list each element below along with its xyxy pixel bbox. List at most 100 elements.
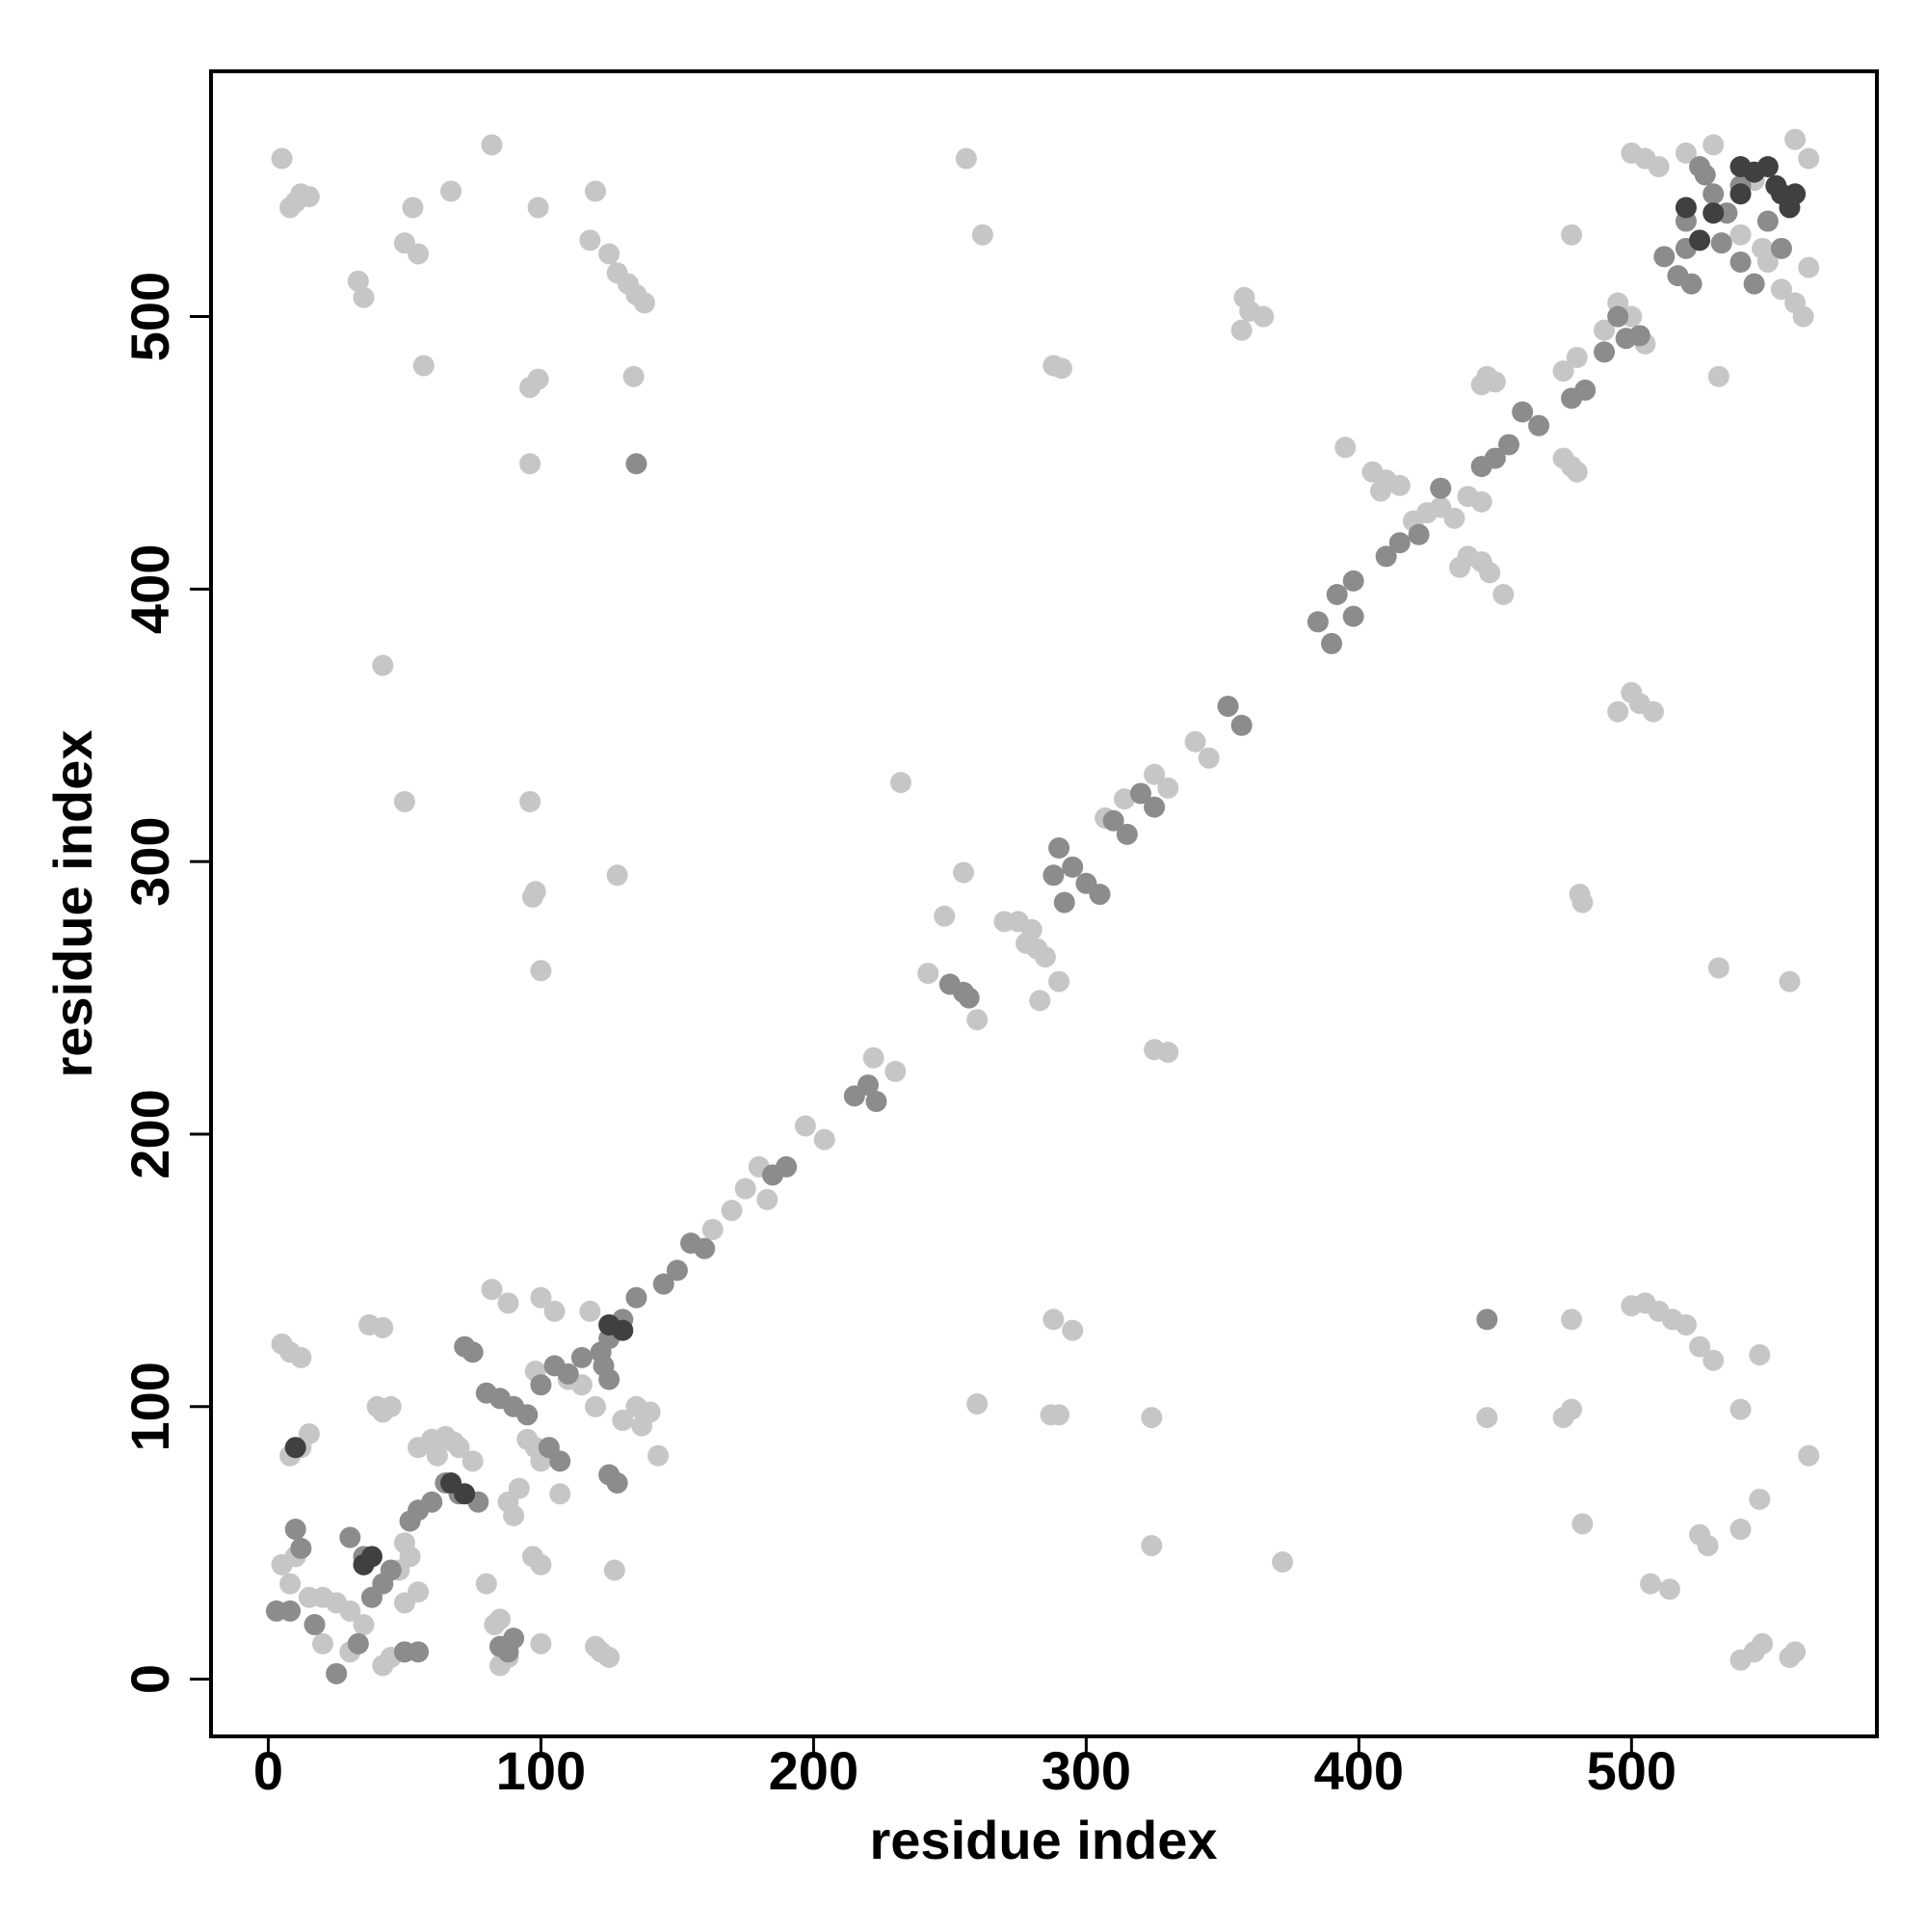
point bbox=[721, 1200, 743, 1222]
point bbox=[1326, 584, 1348, 606]
point bbox=[579, 1300, 601, 1322]
x-tick-label: 500 bbox=[1587, 1740, 1676, 1801]
point bbox=[1184, 730, 1206, 753]
plot-marks bbox=[265, 128, 1820, 1684]
point bbox=[606, 1471, 628, 1494]
point bbox=[1798, 1444, 1820, 1467]
point bbox=[1707, 365, 1729, 387]
point bbox=[1594, 341, 1616, 363]
point bbox=[884, 1060, 907, 1082]
x-tick-label: 0 bbox=[253, 1740, 283, 1801]
point bbox=[393, 790, 415, 812]
point bbox=[399, 1510, 421, 1532]
point bbox=[1388, 532, 1411, 554]
point bbox=[680, 1232, 702, 1255]
point bbox=[290, 1346, 312, 1368]
point bbox=[448, 1437, 470, 1459]
point bbox=[1779, 970, 1801, 992]
point bbox=[794, 1115, 816, 1137]
point bbox=[1571, 1513, 1594, 1535]
point bbox=[312, 1632, 334, 1654]
point bbox=[1198, 747, 1220, 769]
point bbox=[353, 286, 375, 308]
point bbox=[1048, 1404, 1070, 1426]
point bbox=[1697, 1535, 1719, 1557]
point bbox=[543, 1300, 566, 1322]
point bbox=[1043, 864, 1065, 887]
point bbox=[530, 960, 552, 982]
point bbox=[304, 1614, 326, 1636]
point bbox=[598, 243, 620, 265]
point bbox=[1144, 1039, 1166, 1061]
point bbox=[862, 1046, 884, 1069]
x-axis-label: residue index bbox=[869, 1810, 1217, 1870]
point bbox=[1566, 346, 1588, 368]
point bbox=[1648, 155, 1670, 177]
point bbox=[353, 1614, 375, 1636]
point bbox=[1053, 891, 1075, 913]
point bbox=[1675, 1313, 1697, 1336]
point bbox=[1129, 782, 1151, 805]
point bbox=[1375, 545, 1397, 568]
point bbox=[271, 1553, 293, 1575]
point bbox=[298, 1423, 320, 1445]
point bbox=[530, 1374, 552, 1396]
y-tick-label: 200 bbox=[119, 1089, 180, 1178]
point bbox=[1512, 401, 1534, 423]
point bbox=[1561, 224, 1583, 246]
point bbox=[1689, 1336, 1711, 1358]
point bbox=[1784, 183, 1807, 205]
point bbox=[475, 1573, 497, 1595]
point bbox=[1449, 556, 1471, 578]
point bbox=[1703, 1349, 1725, 1371]
point bbox=[1749, 1488, 1771, 1510]
point bbox=[1089, 884, 1111, 906]
point bbox=[1752, 1632, 1774, 1654]
point bbox=[606, 864, 628, 887]
point bbox=[1707, 957, 1729, 979]
point bbox=[284, 1519, 306, 1541]
point bbox=[593, 1355, 615, 1377]
point bbox=[339, 1600, 361, 1622]
point bbox=[865, 1091, 887, 1113]
point bbox=[1756, 210, 1779, 232]
y-tick-label: 300 bbox=[119, 816, 180, 906]
point bbox=[1113, 788, 1135, 810]
point bbox=[570, 1346, 593, 1368]
point bbox=[1321, 632, 1343, 654]
point bbox=[756, 1188, 779, 1210]
point bbox=[1561, 1309, 1583, 1331]
point bbox=[1342, 569, 1364, 592]
point bbox=[1779, 1646, 1801, 1668]
point bbox=[1476, 1407, 1498, 1429]
point bbox=[538, 1437, 560, 1459]
point bbox=[1307, 611, 1329, 633]
point bbox=[1043, 1309, 1065, 1331]
point bbox=[475, 1382, 497, 1404]
point bbox=[1770, 278, 1792, 301]
point bbox=[347, 1632, 369, 1654]
point bbox=[993, 911, 1016, 933]
point bbox=[1144, 796, 1166, 818]
point bbox=[1029, 990, 1051, 1012]
point bbox=[1607, 305, 1629, 328]
point bbox=[1729, 1519, 1752, 1541]
point bbox=[1749, 1344, 1771, 1366]
point bbox=[530, 1286, 552, 1309]
point bbox=[761, 1164, 783, 1186]
point bbox=[1388, 474, 1411, 496]
point bbox=[1770, 237, 1792, 259]
point bbox=[1552, 360, 1574, 383]
point bbox=[519, 790, 541, 812]
point bbox=[284, 1437, 306, 1459]
point bbox=[701, 1218, 724, 1240]
point bbox=[955, 147, 977, 170]
point bbox=[622, 365, 645, 387]
point bbox=[549, 1483, 571, 1505]
point bbox=[519, 453, 541, 475]
point bbox=[543, 1355, 566, 1377]
point bbox=[1062, 1319, 1084, 1341]
point bbox=[1561, 1398, 1583, 1420]
point bbox=[953, 861, 975, 884]
point bbox=[1628, 325, 1650, 347]
